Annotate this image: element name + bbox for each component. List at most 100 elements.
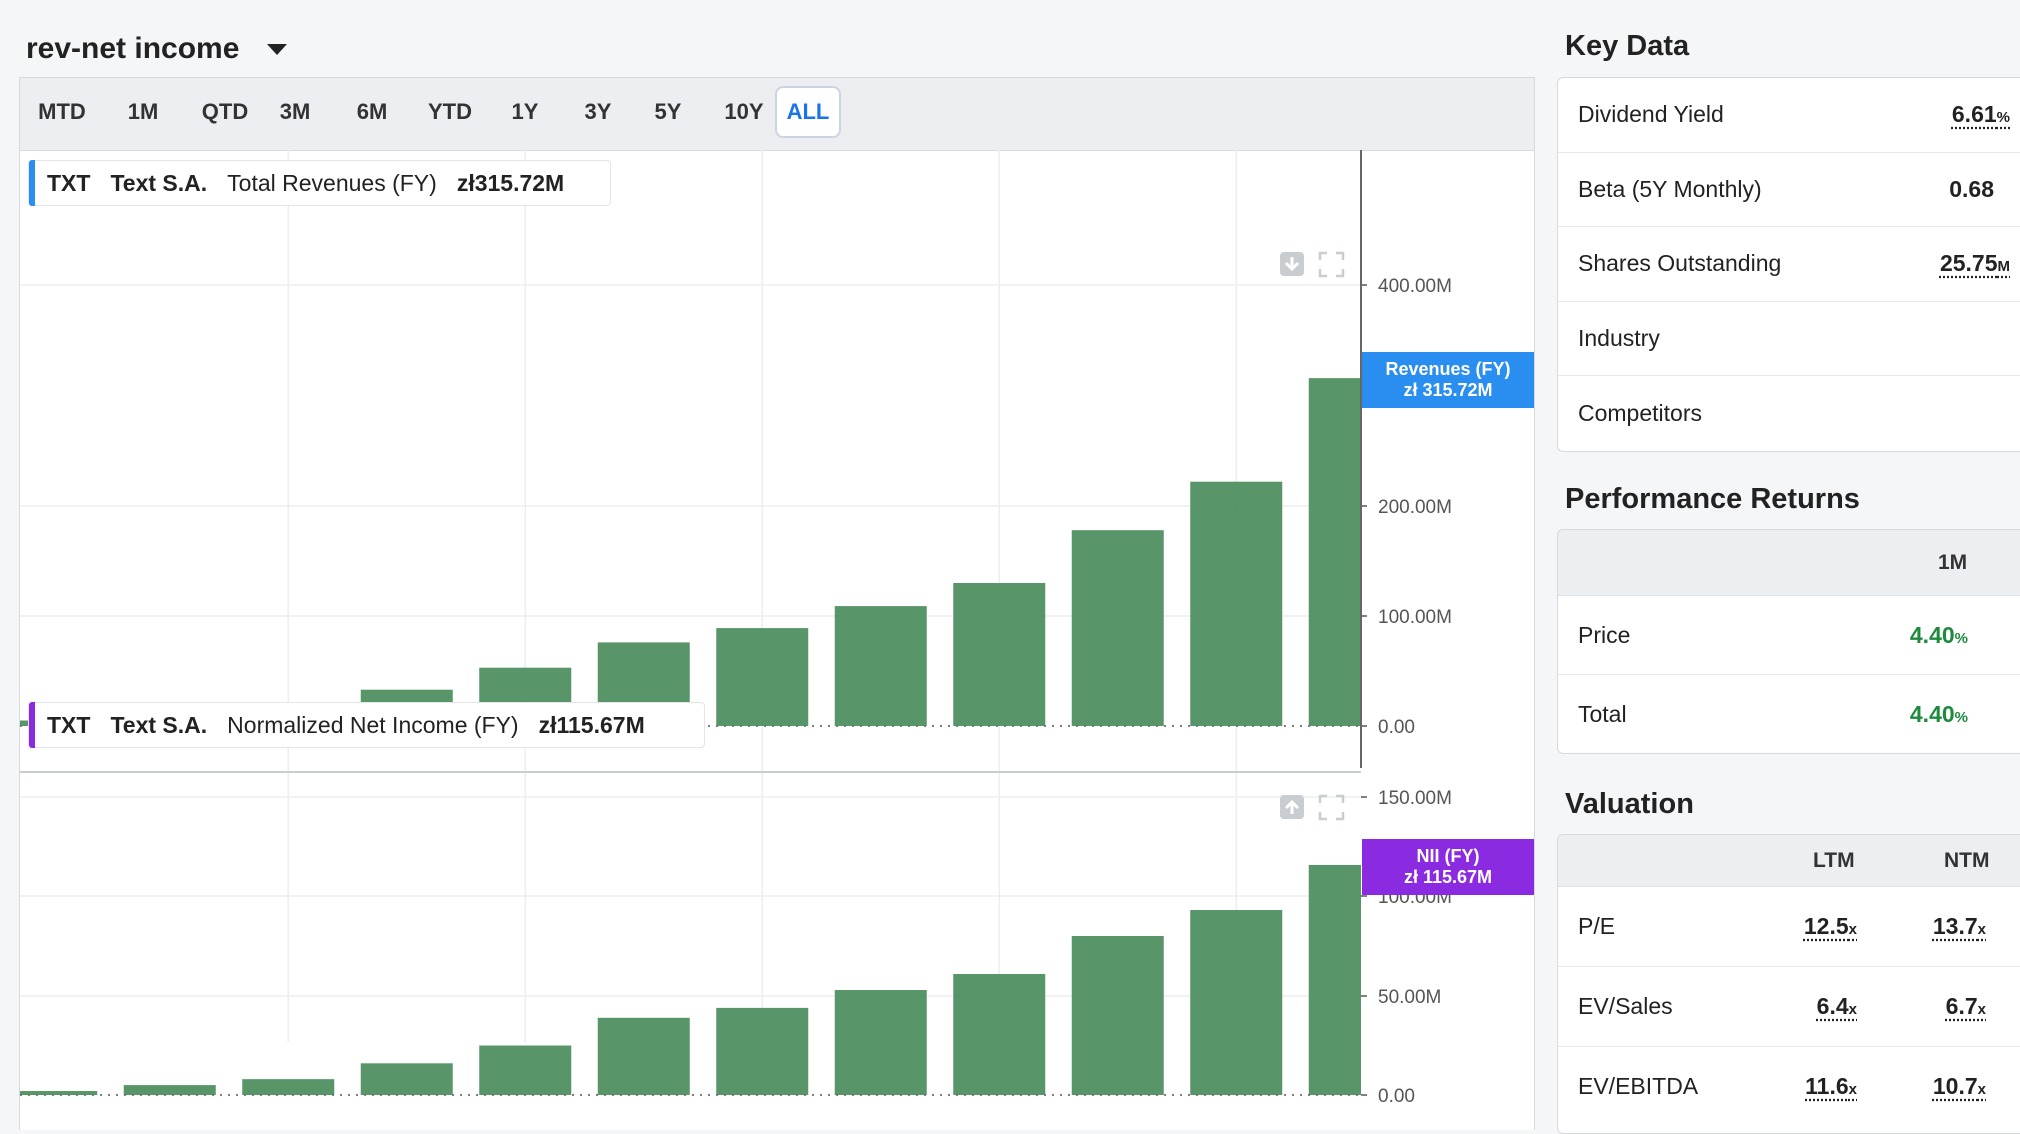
legend-symbol: TXT xyxy=(47,711,91,738)
value-tag-name: NII (FY) xyxy=(1417,846,1480,866)
range-button-6m[interactable]: 6M xyxy=(356,99,388,124)
chart-title-row[interactable]: rev-net income xyxy=(26,26,288,72)
column-header-ntm: NTM xyxy=(1944,849,1990,872)
bar-2023 xyxy=(1308,864,1361,1095)
key-data-value[interactable]: 6.61% xyxy=(1951,101,2010,128)
value-tag-value: zł 315.72M xyxy=(1403,380,1492,400)
row-label: Price xyxy=(1578,622,1631,648)
range-button-qtd[interactable]: QTD xyxy=(201,99,249,124)
valuation-ltm-value[interactable]: 11.6x xyxy=(1805,1073,1857,1099)
arrow-glyph xyxy=(1284,799,1300,814)
key-data-row: Dividend Yield 6.61% xyxy=(1558,78,2020,153)
bar-2013 xyxy=(123,1085,216,1095)
key-data-card: Dividend Yield 6.61% Beta (5Y Monthly) 0.68… xyxy=(1557,77,2020,452)
bar-2020 xyxy=(953,974,1046,1095)
y-tick-label: 0.00 xyxy=(1378,717,1415,738)
legend-company: Text S.A. xyxy=(110,711,208,738)
legend-metric: Normalized Net Income (FY) xyxy=(227,711,519,738)
legend-color-bar xyxy=(29,160,35,206)
valuation-ntm-value[interactable]: 10.7x xyxy=(1932,1073,1986,1099)
valuation-row: EV/Sales 6.4x 6.7x xyxy=(1558,967,2020,1047)
value-tag xyxy=(1362,352,1534,408)
key-data-row: Industry xyxy=(1558,302,2020,376)
row-label: Total xyxy=(1578,701,1627,727)
range-button-3y[interactable]: 3Y xyxy=(584,99,612,124)
bar-2012 xyxy=(20,1091,98,1095)
bar-2022 xyxy=(1190,481,1283,726)
range-button-1m[interactable]: 1M xyxy=(127,99,159,124)
key-data-row: Shares Outstanding 25.75M xyxy=(1558,227,2020,302)
range-button-ytd[interactable]: YTD xyxy=(428,99,472,124)
valuation-ntm-value[interactable]: 13.7x xyxy=(1932,913,1986,939)
bar-2023 xyxy=(1308,378,1361,726)
range-button-5y[interactable]: 5Y xyxy=(654,99,682,124)
range-button-1y[interactable]: 1Y xyxy=(511,99,539,124)
legend-net-income: TXT Text S.A. Normalized Net Income (FY)… xyxy=(28,702,705,748)
bar-2020 xyxy=(953,583,1046,726)
key-data-label: Industry xyxy=(1578,324,1660,351)
caret-down-icon[interactable] xyxy=(267,43,288,55)
performance-value: 4.40% xyxy=(1909,701,1968,727)
range-button-mtd[interactable]: MTD xyxy=(38,99,86,124)
performance-value: 4.40% xyxy=(1909,622,1968,648)
value-tag-name: Revenues (FY) xyxy=(1385,359,1510,379)
chart-panel: MTD 1M QTD 3M 6M YTD 1Y 3Y 5Y 10Y ALL 0.00 100.00M 2… xyxy=(19,77,1535,1130)
legend-revenue: TXT Text S.A. Total Revenues (FY) zł315.… xyxy=(28,160,611,206)
y-tick-label: 100.00M xyxy=(1378,607,1452,628)
bar-2019 xyxy=(834,990,927,1095)
performance-header-row: 1M xyxy=(1558,530,2020,596)
value-tag-value: zł 115.67M xyxy=(1404,867,1492,887)
legend-value: zł115.67M xyxy=(538,711,645,738)
arrow-glyph xyxy=(1284,257,1300,272)
key-data-label: Dividend Yield xyxy=(1578,101,1724,128)
column-header-ltm: LTM xyxy=(1813,849,1855,872)
performance-card: 1M Price 4.40% Total 4.40% xyxy=(1557,529,2020,754)
row-label: EV/Sales xyxy=(1578,993,1673,1019)
y-tick-label: 400.00M xyxy=(1378,276,1452,297)
y-tick-label: 0.00 xyxy=(1378,1086,1415,1107)
legend-metric: Total Revenues (FY) xyxy=(227,169,437,196)
key-data-label: Beta (5Y Monthly) xyxy=(1578,175,1762,202)
bar-2015 xyxy=(360,1063,453,1095)
legend-company: Text S.A. xyxy=(110,169,208,196)
bar-2018 xyxy=(716,628,809,726)
key-data-label: Shares Outstanding xyxy=(1578,250,1782,277)
valuation-card: LTM NTM P/E 12.5x 13.7x EV/Sales 6.4x 6.7x EV/… xyxy=(1557,834,2020,1134)
bar-2019 xyxy=(834,606,927,726)
column-header-1m: 1M xyxy=(1938,551,1968,574)
key-data-value[interactable]: 25.75M xyxy=(1939,250,2010,277)
key-data-row: Beta (5Y Monthly) 0.68 xyxy=(1558,153,2020,227)
range-selector: MTD 1M QTD 3M 6M YTD 1Y 3Y 5Y 10Y ALL xyxy=(20,78,1534,151)
valuation-title: Valuation xyxy=(1565,788,1694,820)
range-button-3m[interactable]: 3M xyxy=(279,99,311,124)
range-button-10y[interactable]: 10Y xyxy=(724,99,764,124)
bar-2018 xyxy=(716,1007,809,1095)
performance-title: Performance Returns xyxy=(1565,483,1860,515)
row-label: P/E xyxy=(1578,913,1616,939)
valuation-ntm-value[interactable]: 6.7x xyxy=(1945,993,1986,1019)
valuation-header-row: LTM NTM xyxy=(1558,835,2020,887)
valuation-row: P/E 12.5x 13.7x xyxy=(1558,887,2020,967)
valuation-row: EV/EBITDA 11.6x 10.7x xyxy=(1558,1047,2020,1127)
bar-2021 xyxy=(1071,530,1164,726)
performance-row-total: Total 4.40% xyxy=(1558,675,2020,753)
expand-icon xyxy=(1318,251,1345,278)
legend-color-bar xyxy=(29,702,35,748)
sidebar: Key Data Dividend Yield 6.61% Beta (5Y Mon… xyxy=(1557,0,2020,1134)
valuation-ltm-value[interactable]: 6.4x xyxy=(1816,993,1857,1019)
value-tag xyxy=(1362,839,1534,895)
legend-symbol: TXT xyxy=(47,169,91,196)
legend-value: zł315.72M xyxy=(456,169,565,196)
bar-2016 xyxy=(479,1045,572,1095)
key-data-value: 0.68 xyxy=(1949,175,1994,202)
key-data-title: Key Data xyxy=(1565,30,1690,62)
y-tick-label: 200.00M xyxy=(1378,497,1452,518)
valuation-ltm-value[interactable]: 12.5x xyxy=(1803,913,1857,939)
range-button-all[interactable]: ALL xyxy=(775,86,841,138)
key-data-label: Competitors xyxy=(1578,399,1702,426)
y-tick-label: 150.00M xyxy=(1378,788,1452,809)
bar-2022 xyxy=(1190,910,1283,1095)
performance-row-price: Price 4.40% xyxy=(1558,596,2020,675)
bar-2021 xyxy=(1071,936,1164,1095)
